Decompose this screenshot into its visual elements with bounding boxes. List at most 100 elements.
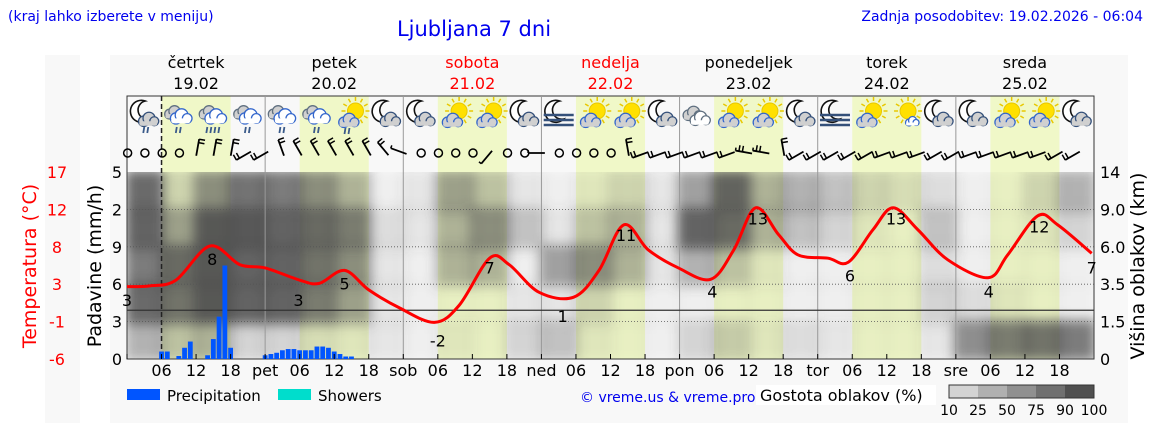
day-date: 21.02 — [449, 74, 495, 93]
cloud-cell — [127, 208, 164, 249]
legend: Precipitation Showers © vreme.us & vreme… — [127, 384, 1107, 419]
rain-drop — [243, 126, 247, 134]
precipitation-bar — [274, 352, 280, 359]
wind-barb-icon — [647, 150, 666, 159]
cloud-cell — [263, 208, 302, 249]
wind-barb-icon — [837, 150, 856, 161]
barb-tick — [719, 150, 723, 157]
cloud-cell — [919, 320, 958, 359]
wind-barb-icon — [344, 137, 355, 156]
wind-barb-icon — [309, 137, 320, 156]
cloud-shape — [794, 111, 816, 128]
precipitation-bar — [314, 346, 320, 359]
cloud-base — [205, 118, 225, 124]
sun-ray — [359, 119, 364, 124]
copyright-link[interactable]: © vreme.us & vreme.pro — [580, 390, 755, 406]
temperature-label: 7 — [1087, 258, 1097, 277]
sun-ray — [1050, 98, 1054, 103]
barb-tick — [781, 137, 788, 140]
barb-tick — [647, 151, 651, 159]
cloud-cell — [643, 208, 682, 249]
x-tick-label: 18 — [1049, 361, 1069, 380]
barb-tick — [840, 152, 845, 159]
colorbar-label: 10 — [940, 403, 958, 419]
colorbar-label: 50 — [998, 403, 1016, 419]
day-name: sobota — [445, 53, 499, 72]
cloud-cell — [746, 320, 786, 359]
barb-tick — [311, 140, 318, 145]
cloud-cell — [953, 282, 993, 324]
wind-barb-icon — [992, 150, 1012, 159]
cloud-cell — [228, 172, 268, 212]
rain-drop — [282, 126, 286, 134]
barb-tick — [362, 137, 368, 142]
colorbar-step — [1036, 385, 1065, 398]
rain-drop — [278, 126, 282, 134]
cloud-cell — [366, 245, 406, 286]
temperature-label: 6 — [845, 266, 855, 285]
sun-ray — [722, 103, 728, 107]
day-date: 19.02 — [173, 74, 219, 93]
temperature-tick-label: -6 — [49, 350, 65, 369]
colorbar-step — [1065, 385, 1094, 398]
cloud-cell — [781, 245, 820, 286]
cloud-base — [581, 122, 600, 127]
cloud-base — [240, 118, 260, 124]
wind-calm-icon — [554, 148, 565, 158]
wind-barb-icon — [664, 150, 684, 159]
barb-shaft — [277, 139, 285, 156]
barb-shaft — [908, 151, 925, 159]
cloud-shape — [966, 111, 989, 128]
barb-tick — [684, 150, 689, 157]
sun-cloud-light-rain-icon — [338, 97, 370, 135]
cloud-base — [1030, 122, 1049, 127]
x-tick-label: 12 — [186, 361, 206, 380]
sun-ray — [451, 98, 455, 103]
day-name: četrtek — [168, 53, 226, 72]
cloud-shape — [338, 112, 360, 129]
cloud-cell — [919, 282, 958, 324]
temperature-label: 5 — [339, 275, 349, 294]
sun-ray — [485, 98, 490, 103]
rain-drop — [217, 126, 221, 134]
colorbar-label: 75 — [1027, 403, 1045, 419]
cloud-cell — [366, 282, 406, 324]
x-tick-label: 12 — [1015, 361, 1035, 380]
sun-ray — [895, 115, 900, 119]
x-tick-label: 12 — [462, 361, 482, 380]
barb-tick — [923, 154, 928, 161]
x-tick-label: 12 — [600, 361, 620, 380]
cloud-cell — [953, 172, 993, 212]
cloud-cell — [815, 172, 855, 212]
temperature-label: -2 — [430, 331, 446, 350]
barb-tick — [377, 137, 383, 143]
cloud-cell — [127, 172, 164, 212]
cloud-base — [968, 121, 987, 126]
barb-tick — [250, 154, 255, 161]
cloud-shape — [204, 108, 228, 125]
cloud-cell — [953, 208, 993, 249]
cloud-rain-icon — [164, 105, 193, 134]
barb-tick — [909, 150, 913, 157]
barb-tick — [327, 137, 334, 142]
barb-tick — [344, 137, 351, 142]
temperature-tick-label: 12 — [47, 200, 67, 219]
wind-calm-icon — [157, 148, 167, 158]
wind-calm-icon — [140, 148, 150, 158]
sun-cloud-icon — [752, 97, 784, 129]
x-tick-label: 06 — [289, 361, 309, 380]
cloud-cell — [159, 208, 199, 249]
moon-cloud-icon — [923, 99, 954, 128]
barb-tick — [888, 151, 893, 159]
sun-ray — [743, 103, 748, 107]
x-tick-label: 06 — [980, 361, 1000, 380]
cloud-cell — [677, 282, 717, 324]
x-axis-ticks: 06 12 18 pet 06 12 18 sob 06 12 18 ned 06 12 18 pon 06 12… — [126, 354, 1070, 380]
cloud-cell — [988, 245, 1027, 286]
precipitation-bar — [176, 356, 182, 359]
precipitation-bar — [326, 347, 331, 359]
barb-tick — [390, 145, 393, 149]
cloud-cell — [573, 282, 613, 324]
location-hint[interactable]: (kraj lahko izberete v meniju) — [8, 9, 214, 25]
sun-ray — [446, 103, 451, 107]
